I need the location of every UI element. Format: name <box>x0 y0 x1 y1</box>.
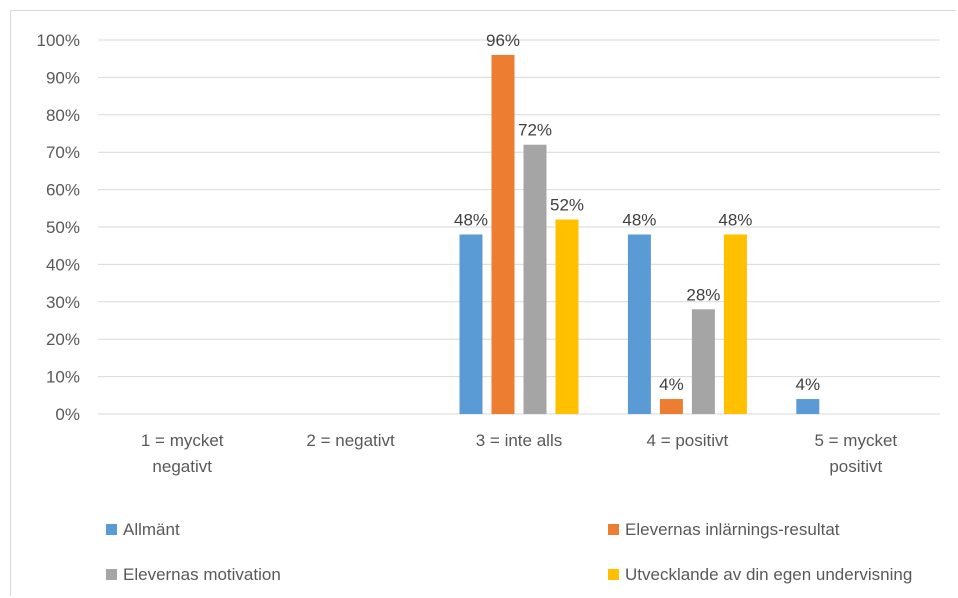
y-tick-label: 10% <box>46 368 80 387</box>
bar <box>796 399 820 414</box>
y-tick-label: 60% <box>46 181 80 200</box>
x-tick-label: 1 = mycket <box>141 431 224 450</box>
legend-swatch <box>106 569 117 580</box>
x-tick-label: 4 = positivt <box>647 431 729 450</box>
data-label: 72% <box>518 121 552 140</box>
y-tick-label: 100% <box>37 31 80 50</box>
data-label: 48% <box>454 210 488 229</box>
x-tick-label: negativt <box>152 457 212 476</box>
data-label: 48% <box>718 210 752 229</box>
bar <box>659 399 683 414</box>
y-tick-label: 0% <box>55 405 80 424</box>
bar <box>523 144 547 414</box>
y-tick-label: 70% <box>46 143 80 162</box>
data-label: 96% <box>486 31 520 50</box>
y-tick-label: 90% <box>46 68 80 87</box>
bar <box>459 234 483 414</box>
data-label: 28% <box>686 285 720 304</box>
legend-swatch <box>608 524 619 535</box>
bar <box>627 234 651 414</box>
y-tick-label: 40% <box>46 255 80 274</box>
x-tick-label: 5 = mycket <box>814 431 897 450</box>
legend-swatch <box>106 524 117 535</box>
data-label: 52% <box>550 196 584 215</box>
x-tick-label: positivt <box>829 457 882 476</box>
data-label: 4% <box>659 375 684 394</box>
data-label: 48% <box>622 210 656 229</box>
bar <box>491 54 515 415</box>
y-tick-label: 50% <box>46 218 80 237</box>
legend-label: Elevernas motivation <box>123 565 281 584</box>
bar <box>555 219 579 414</box>
legend-label: Elevernas inlärnings-resultat <box>625 520 840 539</box>
legend-swatch <box>608 569 619 580</box>
x-tick-label: 2 = negativt <box>306 431 395 450</box>
bar <box>691 309 715 414</box>
chart-frame <box>10 10 956 596</box>
legend-label: Utvecklande av din egen undervisning <box>625 565 912 584</box>
legend-label: Allmänt <box>123 520 180 539</box>
bar <box>723 234 747 414</box>
y-tick-label: 30% <box>46 293 80 312</box>
y-tick-label: 20% <box>46 330 80 349</box>
data-label: 4% <box>796 375 821 394</box>
y-tick-label: 80% <box>46 106 80 125</box>
x-tick-label: 3 = inte alls <box>476 431 562 450</box>
